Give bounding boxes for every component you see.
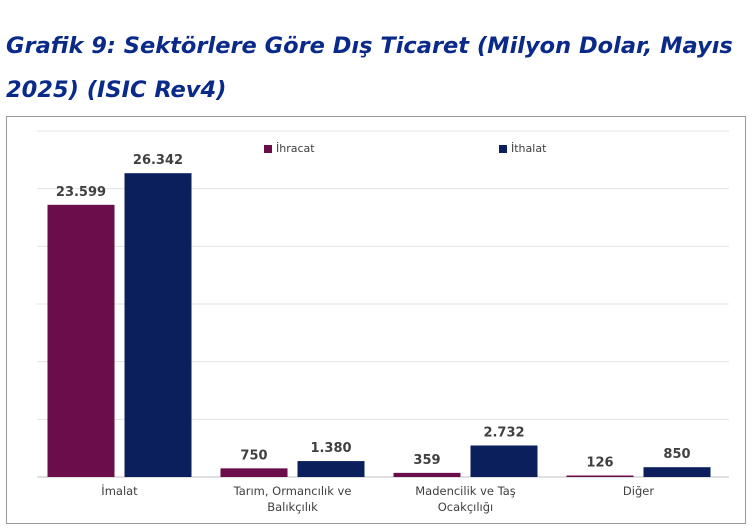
bar-ithalat bbox=[470, 445, 538, 477]
bar-ihracat bbox=[393, 472, 461, 477]
bar-chart: 23.599 26.342 İmalat 750 1.380 Tarım, Ormancı… bbox=[37, 130, 729, 514]
data-label: 750 bbox=[240, 448, 267, 463]
data-label: 850 bbox=[663, 447, 690, 462]
category-label: Madencilik ve Taş bbox=[415, 484, 516, 498]
legend-label-ithalat: İthalat bbox=[511, 142, 547, 155]
data-label: 26.342 bbox=[133, 153, 183, 168]
bar-ithalat bbox=[643, 467, 711, 477]
category-label: Tarım, Ormancılık ve bbox=[233, 484, 352, 498]
legend-label-ihracat: İhracat bbox=[276, 142, 315, 155]
category-label: Diğer bbox=[623, 484, 654, 498]
bar-ithalat bbox=[124, 173, 192, 477]
data-label: 1.380 bbox=[310, 441, 351, 456]
bar-ihracat bbox=[566, 475, 634, 477]
chart-title: Grafik 9: Sektörlere Göre Dış Ticaret (M… bbox=[6, 33, 733, 103]
bar-ihracat bbox=[47, 204, 115, 477]
legend-swatch-ithalat bbox=[499, 145, 507, 153]
bar-ihracat bbox=[220, 468, 288, 477]
data-label: 359 bbox=[413, 453, 440, 468]
data-label: 2.732 bbox=[483, 425, 524, 440]
chart-frame: 23.599 26.342 İmalat 750 1.380 Tarım, Ormancı… bbox=[6, 116, 746, 524]
category-label: Balıkçılık bbox=[267, 500, 318, 514]
data-label: 126 bbox=[586, 456, 613, 471]
category-label: Ocakçılığı bbox=[438, 500, 493, 514]
legend-swatch-ihracat bbox=[264, 145, 272, 153]
category-label: İmalat bbox=[101, 483, 138, 498]
bar-ithalat bbox=[297, 461, 365, 477]
data-label: 23.599 bbox=[56, 185, 106, 200]
